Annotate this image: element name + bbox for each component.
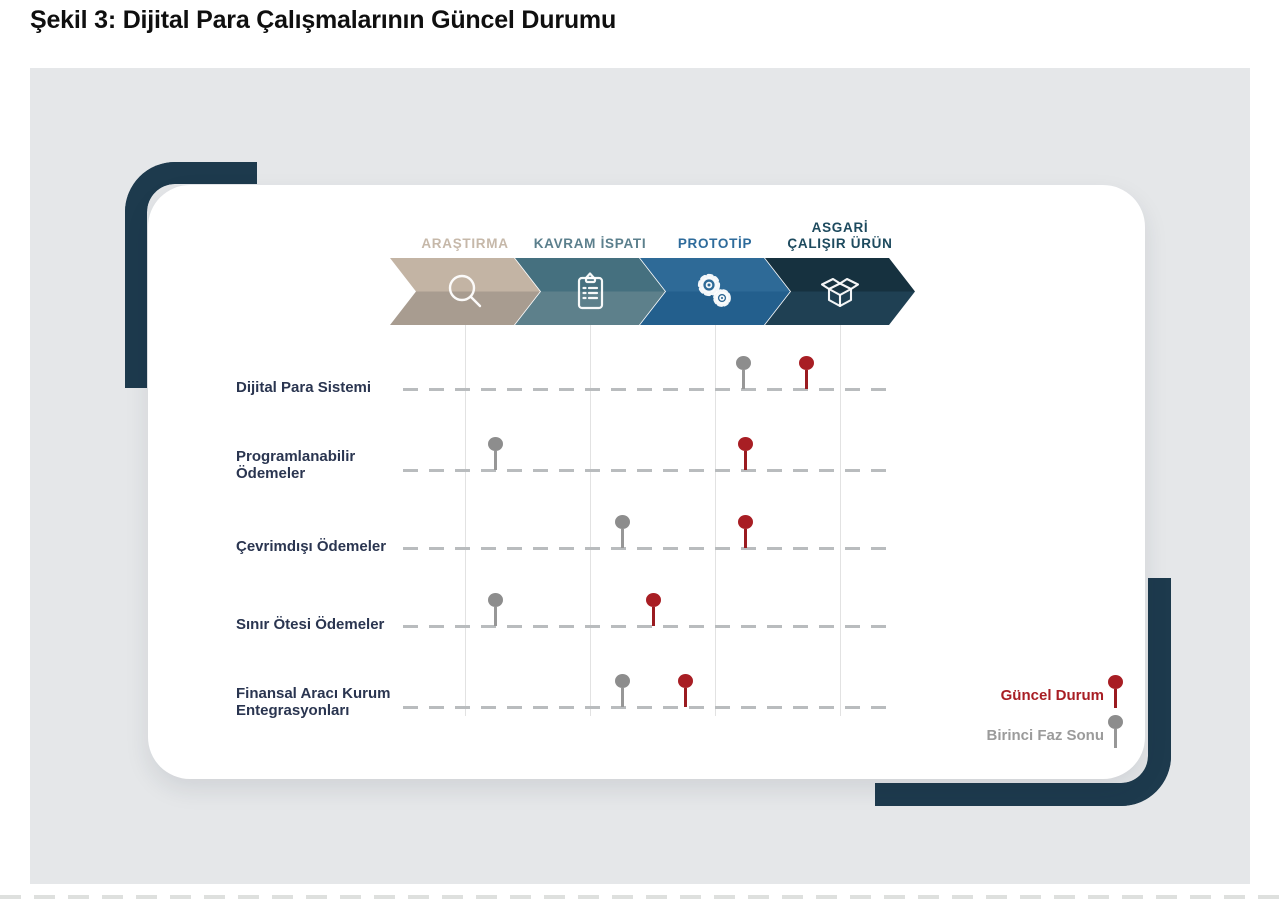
phase-gridline	[840, 325, 841, 716]
pin-head	[1107, 675, 1123, 689]
phase-label: PROTOTİP	[677, 236, 753, 251]
row-label: Sınır Ötesi Ödemeler	[236, 616, 385, 633]
status-pin-guncel-durum	[737, 437, 753, 470]
status-pin-guncel-durum	[645, 593, 661, 626]
pin-stem	[620, 688, 624, 707]
pin-head	[737, 437, 753, 451]
pin-head	[1107, 715, 1123, 729]
pin-stem	[743, 529, 747, 548]
phase-gridline	[590, 325, 591, 716]
gears-icon	[697, 273, 731, 307]
clipboard-icon	[577, 271, 604, 309]
status-pin-guncel-durum	[737, 515, 753, 548]
pin-stem	[651, 607, 655, 626]
pin-stem	[620, 529, 624, 548]
status-pin-birinci-faz-sonu	[487, 437, 503, 470]
pin-stem	[493, 451, 497, 470]
row-dashed-line	[403, 625, 897, 628]
pin-head	[645, 593, 661, 607]
pin-head	[735, 356, 751, 370]
pin-stem	[1113, 689, 1117, 708]
corner-accent-bottom-right	[875, 578, 1171, 806]
pin-head	[737, 515, 753, 529]
open-box-icon	[820, 277, 860, 307]
pin-stem	[741, 370, 745, 389]
row-label: Dijital Para Sistemi	[236, 379, 372, 396]
pin-head	[487, 437, 503, 451]
status-pin-birinci-faz-sonu	[735, 356, 751, 389]
legend-label-birinci-faz-sonu: Birinci Faz Sonu	[986, 727, 1104, 744]
pin-stem	[743, 451, 747, 470]
status-pin-birinci-faz-sonu	[614, 674, 630, 707]
row-label: Programlanabilir Ödemeler	[236, 448, 356, 482]
pin-stem	[683, 688, 687, 707]
pin-head	[677, 674, 693, 688]
legend-pin-birinci-faz-sonu	[1107, 715, 1123, 748]
row-label: Çevrimdışı Ödemeler	[236, 538, 387, 555]
status-pin-birinci-faz-sonu	[487, 593, 503, 626]
phase-label: ASGARİ ÇALIŞIR ÜRÜN	[787, 220, 893, 251]
phase-gridline	[715, 325, 716, 716]
row-dashed-line	[403, 469, 897, 472]
row-label: Finansal Aracı Kurum Entegrasyonları	[236, 685, 391, 719]
page-title: Şekil 3: Dijital Para Çalışmalarının Gün…	[30, 6, 617, 34]
phase-label: KAVRAM İSPATI	[533, 236, 647, 251]
cropped-caption-remnant	[0, 895, 1280, 899]
magnifier-icon	[448, 274, 482, 307]
pin-stem	[493, 607, 497, 626]
row-dashed-line	[403, 547, 897, 550]
status-pin-guncel-durum	[798, 356, 814, 389]
row-dashed-line	[403, 706, 897, 709]
pin-head	[614, 674, 630, 688]
pin-stem	[1113, 729, 1117, 748]
pin-stem	[804, 370, 808, 389]
phase-label: ARAŞTIRMA	[421, 236, 509, 251]
pin-head	[614, 515, 630, 529]
pin-head	[487, 593, 503, 607]
legend-label-guncel-durum: Güncel Durum	[1000, 687, 1104, 704]
pin-head	[798, 356, 814, 370]
row-dashed-line	[403, 388, 897, 391]
legend-pin-guncel-durum	[1107, 675, 1123, 708]
corner-accent-top-left	[125, 162, 257, 388]
status-pin-guncel-durum	[677, 674, 693, 707]
phase-gridline	[465, 325, 466, 716]
status-pin-birinci-faz-sonu	[614, 515, 630, 548]
